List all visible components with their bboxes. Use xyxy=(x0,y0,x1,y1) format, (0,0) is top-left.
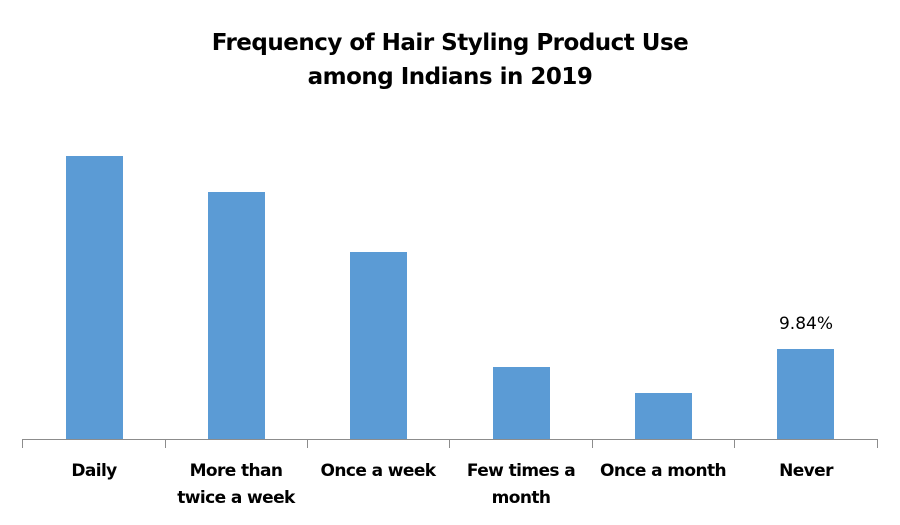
x-label-line: Once a month xyxy=(600,461,727,481)
x-label-line: Few times a xyxy=(466,461,576,481)
x-label-line: twice a week xyxy=(177,488,295,508)
x-axis-tick xyxy=(165,440,166,448)
x-label-daily: Daily xyxy=(23,458,165,485)
x-axis-tick xyxy=(307,440,308,448)
chart-title-line-2: among Indians in 2019 xyxy=(307,64,593,90)
bar-never xyxy=(777,349,834,440)
x-label-never: Never xyxy=(735,458,877,485)
bar-daily xyxy=(66,156,123,440)
bar-once-a-month xyxy=(635,393,692,440)
x-label-line: Daily xyxy=(71,461,117,481)
bar-few-times-a-month xyxy=(493,367,550,440)
x-label-once-a-month: Once a month xyxy=(592,458,734,485)
bar-once-a-week xyxy=(350,252,407,440)
x-axis-tick xyxy=(22,440,23,448)
x-label-more-than-twice-a-week: More than twice a week xyxy=(165,458,307,512)
x-label-once-a-week: Once a week xyxy=(307,458,449,485)
x-axis-line xyxy=(22,439,878,440)
x-label-line: Once a week xyxy=(320,461,437,481)
bar-more-than-twice-a-week xyxy=(208,192,265,440)
chart-title: Frequency of Hair Styling Product Use am… xyxy=(0,26,900,94)
x-label-line: More than xyxy=(189,461,283,481)
x-axis-tick xyxy=(877,440,878,448)
x-label-line: Never xyxy=(779,461,833,481)
chart-title-line-1: Frequency of Hair Styling Product Use xyxy=(211,30,689,56)
x-axis-tick xyxy=(734,440,735,448)
x-label-few-times-a-month: Few times a month xyxy=(450,458,592,512)
data-label-never: 9.84% xyxy=(778,314,833,334)
x-axis-tick xyxy=(592,440,593,448)
x-label-line: month xyxy=(491,488,551,508)
x-axis-tick xyxy=(449,440,450,448)
